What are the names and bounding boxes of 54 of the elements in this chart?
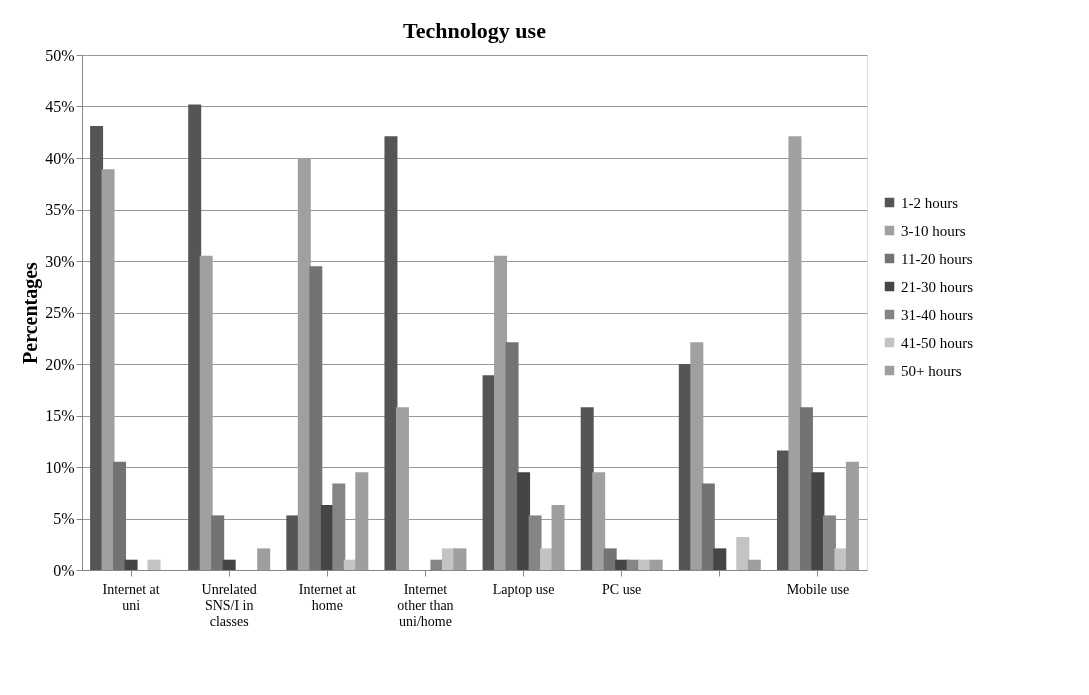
bar: [747, 559, 761, 570]
bar: [580, 407, 594, 570]
y-tick-label: 25%: [45, 304, 75, 321]
y-tick-label: 50%: [45, 46, 75, 64]
y-tick-label: 40%: [45, 149, 75, 167]
bar: [257, 548, 271, 570]
x-tick-label: Mobile use: [786, 581, 850, 597]
bar: [736, 537, 750, 570]
bar: [124, 559, 138, 570]
y-tick-label: 35%: [45, 201, 75, 218]
bar: [222, 559, 236, 570]
y-axis-title: Percentages: [19, 261, 43, 364]
y-tick-label: 5%: [53, 510, 75, 527]
x-tick-label: Unrelated SNS/I in classes: [201, 581, 257, 629]
bar: [113, 461, 127, 570]
bar: [286, 515, 300, 570]
legend-label: 11-20 hours: [901, 250, 973, 267]
bar: [517, 472, 531, 570]
bar: [90, 126, 104, 570]
bar: [649, 559, 663, 570]
x-tick-label: Laptop use: [492, 581, 555, 597]
bar: [834, 548, 848, 570]
y-tick-label: 0%: [53, 561, 75, 579]
y-tick-label: 10%: [45, 458, 75, 476]
x-tick-label: Internet at home: [298, 581, 356, 613]
bar: [540, 548, 554, 570]
bar: [188, 104, 202, 570]
bar: [811, 472, 825, 570]
legend-label: 3-10 hours: [901, 222, 966, 239]
x-tick-label: Internet other than uni/home: [397, 581, 454, 629]
y-tick-label: 45%: [45, 98, 75, 115]
y-tick-label: 15%: [45, 407, 75, 424]
bar: [638, 559, 652, 570]
bar: [211, 515, 225, 570]
x-tick-label: Internet at uni: [102, 581, 160, 613]
bar: [309, 266, 323, 570]
bar: [505, 342, 519, 570]
y-tick-label: 30%: [45, 252, 75, 270]
legend-label: 41-50 hours: [901, 334, 974, 351]
y-tick-label: 20%: [45, 355, 75, 373]
bar: [615, 559, 629, 570]
legend-label: 50+ hours: [901, 362, 962, 379]
bar: [701, 483, 715, 570]
legend-label: 1-2 hours: [901, 194, 959, 211]
x-tick-label: PC use: [602, 581, 642, 597]
legend-label: 21-30 hours: [901, 278, 974, 295]
bar: [713, 548, 727, 570]
bar: [799, 407, 813, 570]
chart-title: Technology use: [403, 18, 547, 43]
bar: [147, 559, 161, 570]
bar: [453, 548, 467, 570]
legend-label: 31-40 hours: [901, 306, 974, 323]
bar: [603, 548, 617, 570]
bar: [384, 136, 398, 570]
